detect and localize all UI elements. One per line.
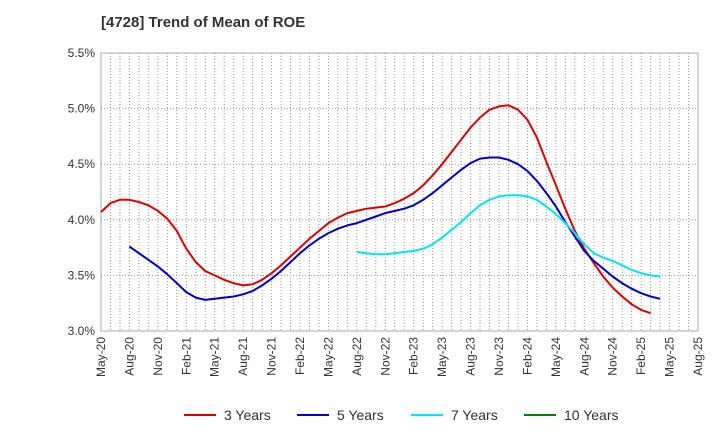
y-tick-label: 4.5% xyxy=(68,157,96,171)
x-axis: May-20 Aug-20 Nov-20 Feb-21 May-21 Aug-21 Nov-… xyxy=(94,337,705,377)
x-tick-label: Aug-21 xyxy=(236,337,250,376)
y-axis: 3.0% 3.5% 4.0% 4.5% 5.0% 5.5% xyxy=(68,46,96,338)
x-tick-label: May-24 xyxy=(549,337,563,377)
x-tick-label: Aug-24 xyxy=(577,337,591,376)
x-tick-label: Feb-21 xyxy=(179,337,193,375)
x-tick-label: Nov-20 xyxy=(151,337,165,376)
y-tick-label: 3.5% xyxy=(68,268,96,282)
y-tick-label: 5.5% xyxy=(68,46,96,60)
legend: 3 Years 5 Years 7 Years 10 Years xyxy=(184,407,619,423)
legend-label: 10 Years xyxy=(564,407,619,423)
x-tick-label: Nov-22 xyxy=(378,337,392,376)
y-tick-label: 4.0% xyxy=(68,213,96,227)
y-tick-label: 5.0% xyxy=(68,102,96,116)
x-tick-label: Feb-23 xyxy=(407,337,421,375)
y-tick-label: 3.0% xyxy=(68,324,96,338)
x-tick-label: Nov-23 xyxy=(492,337,506,376)
x-tick-label: Aug-23 xyxy=(464,337,478,376)
x-tick-label: Nov-24 xyxy=(606,337,620,376)
series-line-5-years xyxy=(128,156,661,301)
x-tick-label: May-23 xyxy=(435,337,449,377)
x-tick-label: May-22 xyxy=(321,337,335,377)
x-tick-label: Feb-24 xyxy=(520,337,534,375)
plot-area xyxy=(100,52,699,332)
legend-label: 7 Years xyxy=(451,407,498,423)
series-line-7-years xyxy=(356,194,661,278)
x-tick-label: Nov-21 xyxy=(265,337,279,376)
x-tick-label: Feb-25 xyxy=(634,337,648,375)
chart-title: [4728] Trend of Mean of ROE xyxy=(101,14,306,31)
legend-label: 5 Years xyxy=(337,407,384,423)
x-tick-label: Aug-25 xyxy=(691,337,705,376)
series-line-3-years xyxy=(100,104,651,315)
x-tick-label: Aug-20 xyxy=(122,337,136,376)
x-tick-label: Feb-22 xyxy=(293,337,307,375)
x-tick-label: May-20 xyxy=(94,337,108,377)
x-tick-label: May-21 xyxy=(208,337,222,377)
series-layer xyxy=(100,104,661,315)
x-tick-label: May-25 xyxy=(663,337,677,377)
legend-label: 3 Years xyxy=(224,407,271,423)
x-tick-label: Aug-22 xyxy=(350,337,364,376)
